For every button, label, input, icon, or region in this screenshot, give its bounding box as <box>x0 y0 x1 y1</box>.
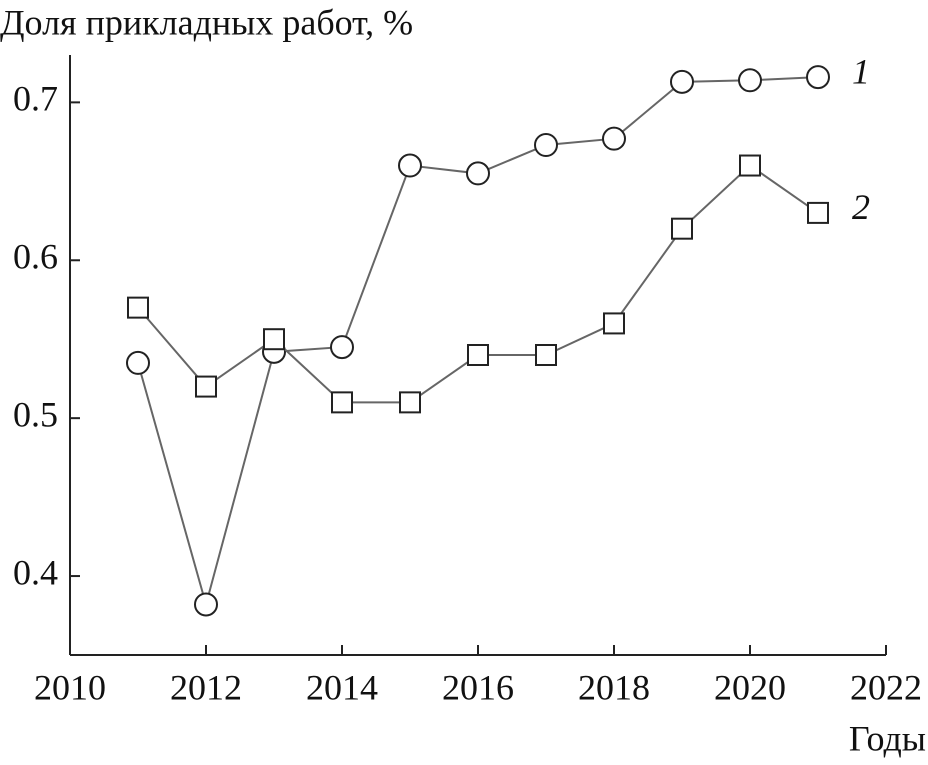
square-marker <box>807 201 829 224</box>
y-tick-label: 0.4 <box>13 552 58 592</box>
circle-marker <box>806 65 830 90</box>
circle-marker <box>670 69 694 94</box>
series-line <box>137 76 819 609</box>
x-tick-label: 2012 <box>170 667 242 707</box>
x-tick-label: 2016 <box>442 667 514 707</box>
circle-marker <box>330 335 354 360</box>
x-tick-label: 2022 <box>850 667 922 707</box>
x-tick-label: 2020 <box>714 667 786 707</box>
series-label: 2 <box>852 187 870 227</box>
y-tick-label: 0.6 <box>13 237 58 277</box>
series-line <box>137 164 819 404</box>
square-marker <box>467 344 489 366</box>
square-marker <box>603 312 625 335</box>
square-marker <box>739 154 761 177</box>
series-label: 1 <box>852 51 870 91</box>
circle-marker <box>194 592 218 617</box>
circle-marker <box>126 350 150 375</box>
x-tick-label: 2018 <box>578 667 650 707</box>
square-marker <box>671 217 693 240</box>
circle-marker <box>534 133 558 157</box>
square-marker <box>195 375 217 398</box>
x-tick-label: 2010 <box>34 667 106 707</box>
circle-marker <box>398 153 422 178</box>
square-marker <box>331 391 353 414</box>
square-marker <box>399 391 421 414</box>
chart-title: Доля прикладных работ, % <box>0 2 413 42</box>
circle-marker <box>466 161 490 186</box>
x-axis-label: Годы <box>849 718 926 758</box>
square-marker <box>535 344 557 366</box>
circle-marker <box>602 126 626 151</box>
x-tick-label: 2014 <box>306 667 378 707</box>
y-tick-label: 0.7 <box>13 79 58 119</box>
square-marker <box>127 296 149 319</box>
square-marker <box>263 328 285 351</box>
y-tick-label: 0.5 <box>13 394 58 434</box>
circle-marker <box>738 68 762 93</box>
